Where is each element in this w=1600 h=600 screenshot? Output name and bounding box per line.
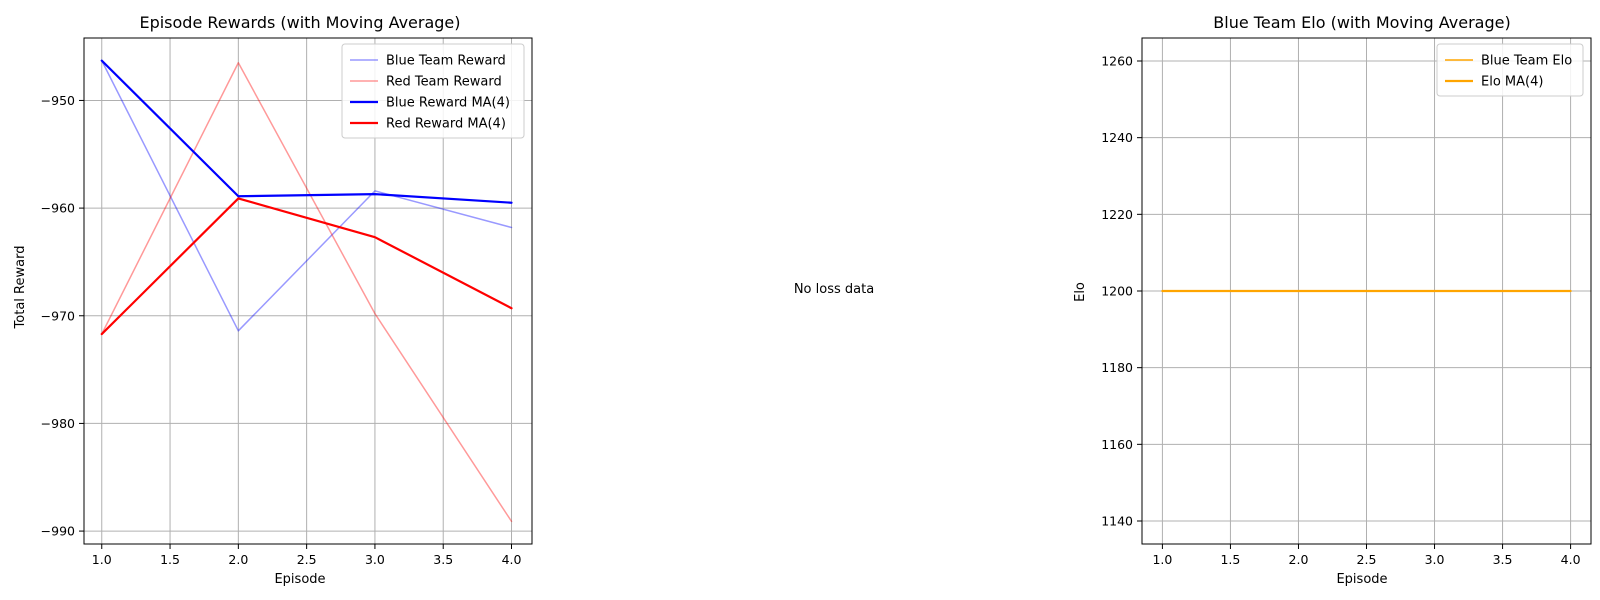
elo-chart-title: Blue Team Elo (with Moving Average) — [1213, 13, 1510, 32]
elo-legend-label: Blue Team Elo — [1481, 54, 1572, 69]
elo-chart: Blue Team Elo (with Moving Average) Epis… — [1073, 13, 1592, 587]
no-loss-data-message: No loss data — [794, 282, 874, 297]
elo-y-axis-label: Elo — [1073, 282, 1088, 302]
rewards-plot-frame — [83, 37, 533, 545]
rewards-y-tick-label: −980 — [41, 416, 75, 431]
elo-y-tick-label: 1220 — [1101, 207, 1133, 222]
elo-y-tick-label: 1160 — [1101, 437, 1133, 452]
rewards-series-line-2 — [101, 62, 513, 523]
elo-x-tick-label: 3.0 — [1425, 552, 1445, 567]
rewards-legend-label: Blue Team Reward — [386, 54, 506, 69]
elo-x-tick-label: 2.5 — [1357, 552, 1377, 567]
elo-x-tick-label: 4.0 — [1561, 552, 1581, 567]
rewards-chart: Episode Rewards (with Moving Average) Ep… — [13, 13, 533, 587]
rewards-legend: Blue Team Reward Red Team Reward Blue Rewa… — [341, 43, 525, 139]
rewards-legend-label: Red Reward MA(4) — [386, 117, 506, 132]
elo-y-tick-label: 1180 — [1101, 360, 1133, 375]
rewards-x-tick-label: 4.0 — [502, 552, 522, 567]
rewards-series-line-4 — [100, 197, 513, 336]
elo-x-tick-label: 1.5 — [1220, 552, 1240, 567]
elo-legend-label: Elo MA(4) — [1481, 75, 1543, 90]
rewards-x-tick-label: 2.5 — [297, 552, 317, 567]
rewards-x-axis-label: Episode — [274, 572, 325, 587]
rewards-y-tick-label: −990 — [41, 524, 75, 539]
rewards-series-line-1 — [101, 59, 513, 332]
elo-y-tick-label: 1260 — [1101, 54, 1133, 69]
elo-y-tick-label: 1200 — [1101, 284, 1133, 299]
rewards-y-tick-label: −950 — [41, 93, 75, 108]
rewards-chart-title: Episode Rewards (with Moving Average) — [139, 13, 460, 32]
rewards-series-line-3 — [100, 59, 513, 204]
elo-x-tick-label: 2.0 — [1289, 552, 1309, 567]
rewards-legend-label: Red Team Reward — [386, 75, 502, 90]
rewards-y-tick-label: −970 — [41, 308, 75, 323]
rewards-x-tick-label: 1.0 — [92, 552, 112, 567]
elo-legend-box — [1436, 43, 1584, 97]
rewards-x-tick-label: 3.5 — [433, 552, 453, 567]
loss-chart: No loss data — [794, 282, 874, 297]
rewards-legend-label: Blue Reward MA(4) — [386, 96, 510, 111]
rewards-x-tick-label: 2.0 — [228, 552, 248, 567]
elo-legend: Blue Team Elo Elo MA(4) — [1436, 43, 1584, 97]
rewards-x-tick-label: 3.0 — [365, 552, 385, 567]
elo-x-tick-label: 1.0 — [1152, 552, 1172, 567]
elo-x-tick-label: 3.5 — [1493, 552, 1513, 567]
rewards-legend-box — [341, 43, 525, 139]
rewards-y-axis-label: Total Reward — [13, 246, 28, 330]
elo-y-tick-label: 1140 — [1101, 514, 1133, 529]
rewards-y-tick-label: −960 — [41, 201, 75, 216]
elo-y-tick-label: 1240 — [1101, 130, 1133, 145]
elo-x-axis-label: Episode — [1336, 572, 1387, 587]
rewards-x-tick-label: 1.5 — [160, 552, 180, 567]
